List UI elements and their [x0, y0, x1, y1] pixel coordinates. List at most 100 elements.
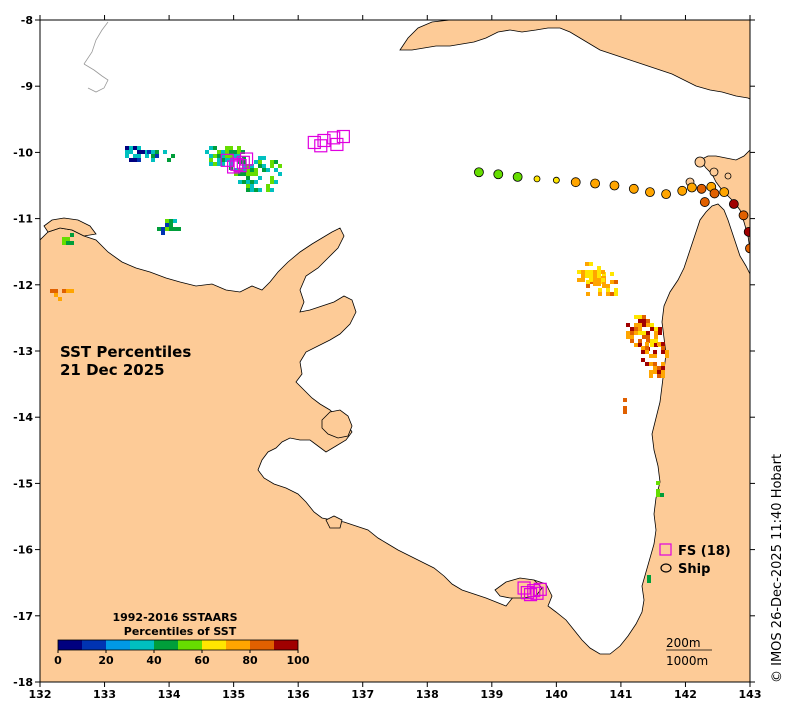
sst-pixel [242, 180, 246, 184]
sst-pixel [661, 346, 665, 350]
land-new-guinea [399, 20, 750, 100]
sst-pixel [646, 331, 650, 335]
sst-pixel [233, 150, 237, 154]
sst-pixel [638, 323, 642, 327]
sst-pixel [641, 358, 645, 362]
sst-pixel [661, 362, 665, 366]
sst-pixel [213, 154, 217, 158]
sst-pixel [645, 362, 649, 366]
sst-pixel [597, 274, 601, 278]
sst-pixel [217, 158, 221, 162]
sst-pixel [623, 398, 627, 402]
ship-marker [661, 189, 671, 200]
sst-pixel [646, 335, 650, 339]
sst-pixel [641, 346, 645, 350]
colorbar-swatch [82, 640, 106, 650]
lon-tick-label: 140 [545, 688, 568, 701]
sst-pixel [658, 327, 662, 331]
sst-pixel [246, 164, 250, 168]
sst-pixel [278, 172, 282, 176]
sst-pixel [145, 154, 149, 158]
land-small-island-gulf [325, 515, 343, 529]
sst-pixel [254, 168, 258, 172]
sst-pixel [653, 354, 657, 358]
sst-pixel [665, 350, 669, 354]
sst-pixel [151, 158, 155, 162]
colorbar-swatch [274, 640, 298, 650]
sst-pixel [137, 154, 141, 158]
sst-pixel [258, 176, 262, 180]
sst-pixel [270, 160, 274, 164]
sst-pixel [70, 233, 74, 237]
sst-pixel [50, 289, 54, 293]
sst-pixel [623, 410, 627, 414]
sst-pixel [66, 237, 70, 241]
lat-tick-label: -11 [13, 213, 33, 226]
sst-pixel [657, 366, 661, 370]
sst-pixel [586, 292, 590, 296]
sst-pixel [606, 288, 610, 292]
coast-melville-island [43, 217, 97, 237]
sst-pixel [657, 342, 661, 346]
ship-marker [512, 171, 523, 182]
colorbar-swatch [58, 640, 82, 650]
sst-pixel [254, 188, 258, 192]
sst-pixel [270, 164, 274, 168]
sst-pixel [597, 278, 601, 282]
sst-pixel [278, 164, 282, 168]
depth-scale: 200m 1000m [666, 636, 712, 668]
sst-pixel [151, 154, 155, 158]
sst-pixel [229, 150, 233, 154]
sst-pixel [125, 150, 129, 154]
float-marker [317, 133, 331, 148]
sst-pixel [213, 146, 217, 150]
lat-tick-label: -12 [13, 279, 33, 292]
sst-pixel [221, 162, 225, 166]
ship-observations [474, 167, 750, 254]
sst-pixel [270, 180, 274, 184]
ship-marker [493, 169, 504, 180]
land-northern-territory [40, 203, 750, 682]
sst-pixel [581, 274, 585, 278]
colorbar: 1992-2016 SSTAARS Percentiles of SST 0 20… [54, 611, 310, 667]
sst-pixel [254, 180, 258, 184]
colorbar-subtitle: Percentiles of SST [124, 625, 237, 638]
sst-pixel [165, 223, 169, 227]
sst-pixel [238, 180, 242, 184]
sst-pixel [658, 331, 662, 335]
sst-pixel [657, 370, 661, 374]
sst-pixel [593, 278, 597, 282]
sst-pixel [209, 158, 213, 162]
ship-marker [743, 226, 750, 237]
ship-marker [728, 199, 739, 209]
sst-pixel [634, 327, 638, 331]
sst-pixel [229, 146, 233, 150]
legend-fs-label: FS (18) [678, 544, 731, 559]
sst-pixel [266, 184, 270, 188]
legend-ship-symbol [660, 563, 672, 573]
sst-pixel [262, 164, 266, 168]
sst-pixel [258, 188, 262, 192]
sst-pixel [647, 579, 651, 583]
sst-pixel [657, 374, 661, 378]
sst-pixel [654, 343, 658, 347]
sst-pixel [601, 270, 605, 274]
sst-pixel [642, 315, 646, 319]
sst-pixel [646, 339, 650, 343]
sst-pixel [177, 227, 181, 231]
sst-pixel [225, 158, 229, 162]
colorbar-swatch [130, 640, 154, 650]
sst-pixel [217, 154, 221, 158]
sst-pixel [642, 319, 646, 323]
sst-pixel [653, 370, 657, 374]
scale-1000m: 1000m [666, 654, 708, 668]
sst-pixel [70, 241, 74, 245]
sst-pixel [237, 150, 241, 154]
ship-marker [687, 182, 697, 193]
sst-pixel [653, 362, 657, 366]
sst-pixel [653, 350, 657, 354]
float-marker [239, 152, 254, 166]
sst-pixel [225, 154, 229, 158]
sst-pixel [237, 146, 241, 150]
sst-pixel [225, 146, 229, 150]
